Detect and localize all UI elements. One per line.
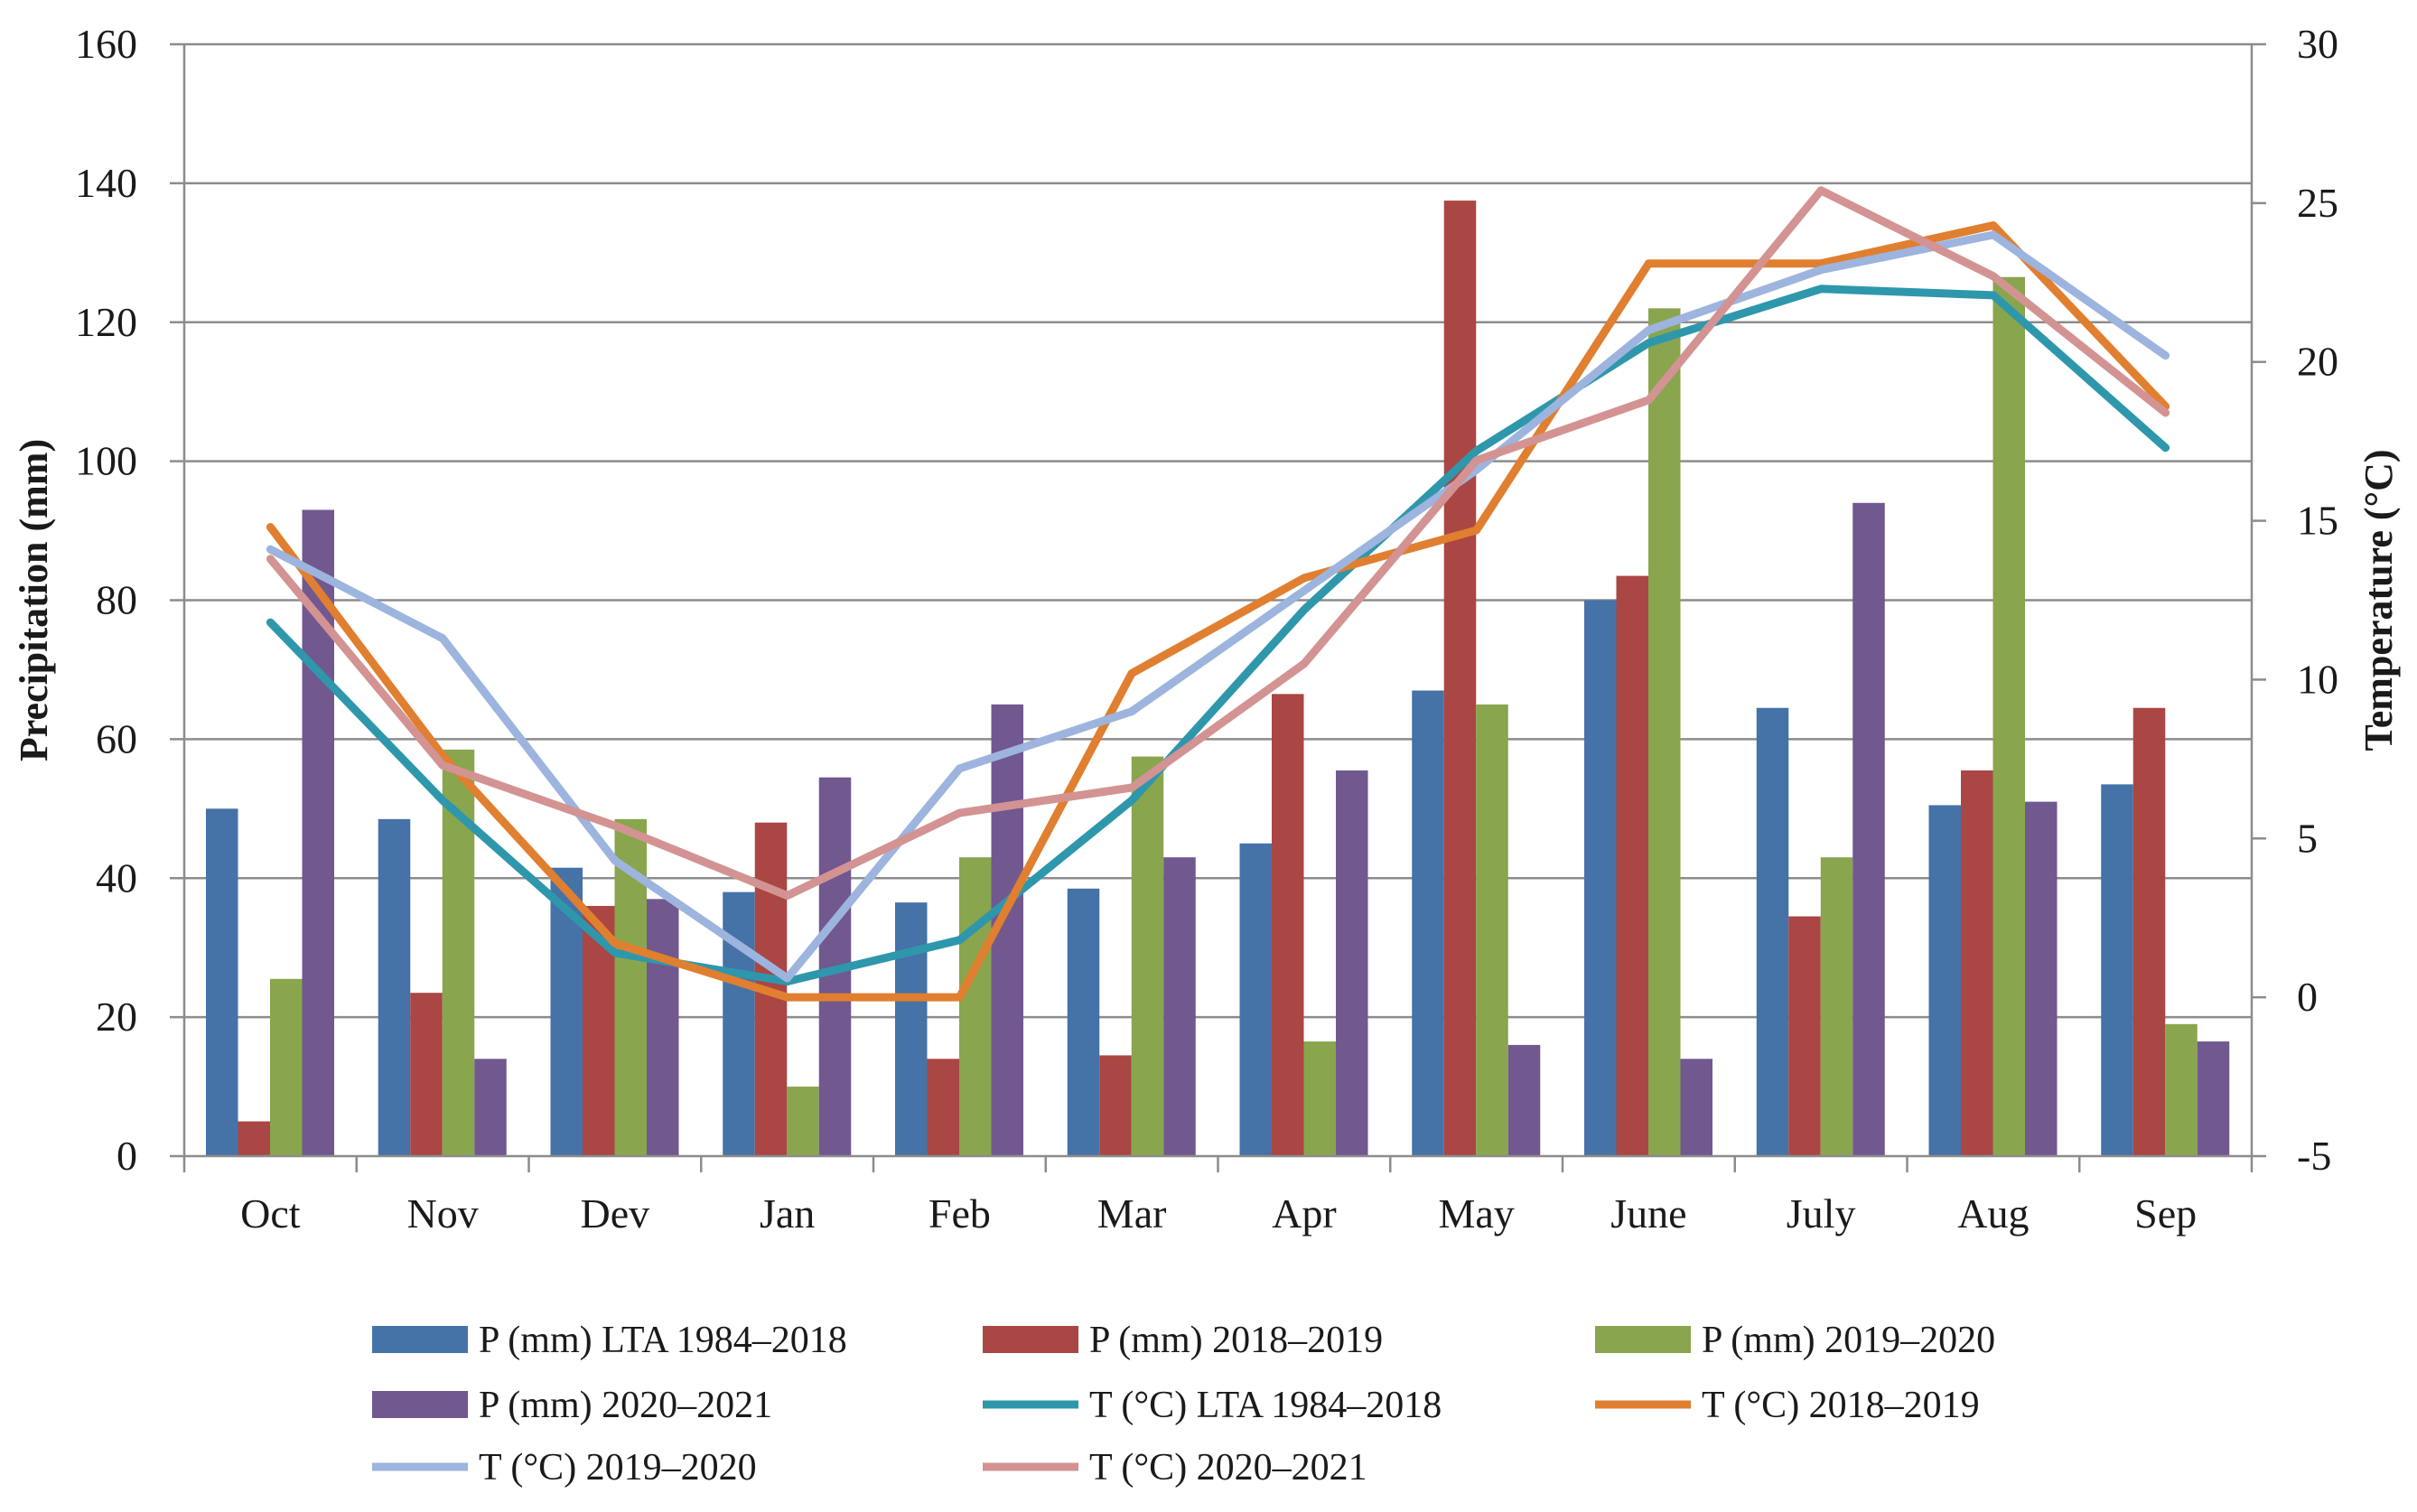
y-tick-label: 140 [75,160,137,206]
y-tick-label: 80 [96,577,137,623]
y-tick-label: 0 [117,1133,137,1179]
legend-label: P (mm) 2018–2019 [1089,1320,1383,1361]
temperature-line [266,221,2170,1002]
bar [1067,888,1100,1156]
bar-series-group [206,201,2230,1157]
y2-tick-label: 25 [2297,180,2338,226]
bar [2025,801,2058,1156]
y-tick-label: 100 [75,438,137,484]
legend-label: P (mm) 2020–2021 [479,1385,772,1426]
y2-tick-label: 0 [2297,974,2318,1020]
y2-axis-title: Temperature (°C) [2356,449,2401,751]
x-tick-label: Sep [2134,1190,2197,1237]
bar [1336,770,1368,1156]
y2-tick-label: 20 [2297,339,2338,385]
y2-tick-label: -5 [2297,1133,2331,1179]
x-tick-label: Nov [407,1190,479,1237]
y2-tick-label: 5 [2297,815,2318,861]
x-tick-label: July [1787,1190,1856,1237]
legend-label: T (°C) 2020–2021 [1089,1447,1367,1489]
temperature-line [266,186,2170,901]
legend-swatch [372,1391,468,1418]
y2-tick-label: 15 [2297,498,2338,544]
bar [927,1059,959,1156]
legend: P (mm) LTA 1984–2018 P (mm) 2018–2019 P (m… [372,1320,1995,1489]
legend-swatch [983,1326,1078,1353]
line-series-group [266,186,2170,1002]
bar [1928,805,1961,1156]
bar [1412,690,1444,1156]
bar [1443,201,1477,1156]
y-tick-label: 60 [96,715,137,761]
bar [1616,575,1648,1156]
y2-tick-label: 30 [2297,21,2338,67]
bar [378,818,411,1156]
bar [723,891,755,1156]
bar [1852,502,1885,1156]
legend-label: P (mm) LTA 1984–2018 [479,1320,847,1361]
tick-labels: 0 20 40 60 80 100 120 140 160 -5 0 5 10 15 20 25 30 Oct No… [75,21,2338,1237]
bar [1476,704,1508,1156]
bar [2101,784,2133,1156]
bar [895,902,928,1156]
temperature-line [266,285,2170,986]
bar [1961,770,1993,1156]
y-tick-label: 120 [75,299,137,345]
x-tick-label: Feb [929,1190,991,1237]
legend-swatch [1595,1326,1691,1353]
y-tick-label: 160 [75,21,137,67]
bar [1680,1059,1712,1156]
bar [1303,1041,1336,1156]
bar [1507,1044,1541,1156]
legend-label: T (°C) LTA 1984–2018 [1089,1385,1442,1426]
x-tick-label: Aug [1957,1190,2029,1237]
bar [206,808,238,1156]
bar [1648,308,1681,1156]
bar [410,993,443,1156]
bar [1820,857,1853,1156]
bar [1131,756,1164,1156]
y2-tick-label: 10 [2297,656,2338,702]
legend-label: P (mm) 2019–2020 [1702,1320,1995,1361]
legend-label: T (°C) 2019–2020 [479,1447,757,1489]
bar [959,857,992,1156]
bar [787,1087,819,1156]
bar [1788,916,1821,1156]
y-tick-label: 20 [96,994,137,1040]
legend-swatch [372,1326,468,1353]
bar [2165,1023,2198,1156]
legend-label: T (°C) 2018–2019 [1702,1385,1980,1426]
x-tick-label: June [1610,1190,1686,1237]
x-tick-label: Mar [1097,1190,1167,1237]
bar [1272,694,1304,1156]
bar [1756,707,1789,1156]
x-tick-label: Jan [760,1190,815,1237]
x-tick-label: Dev [581,1190,650,1237]
axes [170,42,2266,1172]
bar [270,978,303,1156]
bar [647,899,679,1156]
bar [238,1121,270,1156]
x-tick-label: May [1438,1190,1514,1237]
x-tick-label: Apr [1272,1190,1337,1237]
bar [1584,600,1617,1156]
bar [2197,1041,2230,1156]
y-axis-title: Precipitation (mm) [12,439,56,761]
bar [1163,857,1196,1156]
bar [1239,843,1272,1156]
y-tick-label: 40 [96,854,137,901]
temperature-line [266,230,2170,983]
bar [474,1059,507,1156]
bar [1992,276,2025,1157]
bar [2132,707,2166,1156]
bar [1099,1055,1132,1156]
x-tick-label: Oct [240,1190,301,1237]
